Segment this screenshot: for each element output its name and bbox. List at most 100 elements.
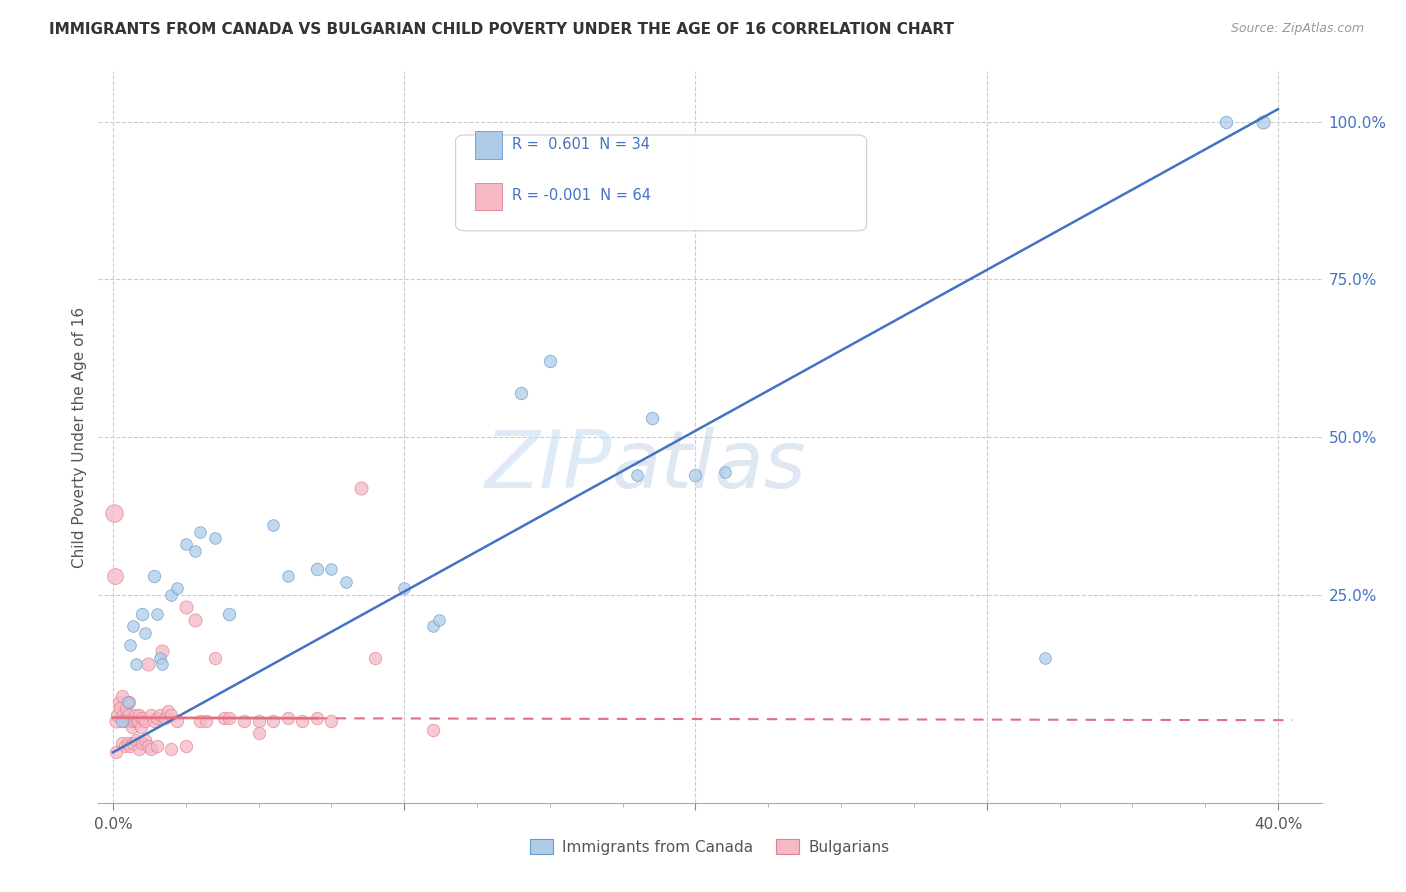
Point <box>149 650 172 665</box>
Point <box>188 714 212 728</box>
Point <box>104 745 127 759</box>
Point <box>142 714 165 728</box>
Point <box>183 613 205 627</box>
Point <box>305 562 328 576</box>
Point <box>321 562 343 576</box>
Point <box>134 625 156 640</box>
Point <box>247 726 270 740</box>
Text: IMMIGRANTS FROM CANADA VS BULGARIAN CHILD POVERTY UNDER THE AGE OF 16 CORRELATIO: IMMIGRANTS FROM CANADA VS BULGARIAN CHIL… <box>49 22 955 37</box>
Point <box>134 732 156 747</box>
Point <box>160 742 183 756</box>
Point <box>111 736 134 750</box>
Point <box>349 481 371 495</box>
Point <box>131 607 153 621</box>
Point <box>509 386 531 401</box>
Point <box>139 707 162 722</box>
Point <box>262 518 284 533</box>
Point <box>218 607 240 621</box>
Text: atlas: atlas <box>612 427 807 506</box>
Point <box>110 701 132 715</box>
Point <box>685 467 707 482</box>
Point <box>103 506 125 520</box>
Point <box>321 714 343 728</box>
Point <box>114 739 136 753</box>
Point <box>160 707 183 722</box>
Point <box>174 600 197 615</box>
Point <box>122 736 145 750</box>
Point <box>104 714 127 728</box>
Point <box>204 650 226 665</box>
Point <box>136 657 159 671</box>
Y-axis label: Child Poverty Under the Age of 16: Child Poverty Under the Age of 16 <box>72 307 87 567</box>
Point <box>641 411 664 425</box>
Point <box>120 714 142 728</box>
Point <box>124 707 146 722</box>
FancyBboxPatch shape <box>475 183 502 211</box>
Point <box>145 607 167 621</box>
Point <box>112 707 135 722</box>
Point <box>218 711 240 725</box>
Point <box>104 569 127 583</box>
Point <box>127 714 149 728</box>
Point <box>108 695 131 709</box>
Point <box>111 689 134 703</box>
Point <box>122 714 145 728</box>
Point <box>427 613 450 627</box>
FancyBboxPatch shape <box>475 131 502 159</box>
Point <box>152 644 174 658</box>
Text: Source: ZipAtlas.com: Source: ZipAtlas.com <box>1230 22 1364 36</box>
Point <box>188 524 212 539</box>
Point <box>713 465 735 479</box>
Text: R = -0.001  N = 64: R = -0.001 N = 64 <box>512 188 651 203</box>
Point <box>233 714 256 728</box>
Point <box>120 739 142 753</box>
Point <box>1033 650 1056 665</box>
Point <box>128 707 150 722</box>
Point <box>195 714 218 728</box>
Point <box>538 354 561 368</box>
Point <box>626 467 648 482</box>
Point <box>117 707 139 722</box>
Point <box>166 582 188 596</box>
Point <box>125 657 148 671</box>
Point <box>174 537 197 551</box>
Text: ZIP: ZIP <box>485 427 612 506</box>
Point <box>277 711 299 725</box>
Point <box>122 619 145 633</box>
Point <box>305 711 328 725</box>
Point <box>125 732 148 747</box>
Point <box>291 714 314 728</box>
Point <box>277 569 299 583</box>
Point <box>125 714 148 728</box>
Point <box>183 543 205 558</box>
Point <box>335 575 357 590</box>
Point <box>115 701 138 715</box>
Point <box>422 619 444 633</box>
Point <box>1253 115 1275 129</box>
Point <box>392 582 416 596</box>
Point <box>152 657 174 671</box>
Point <box>111 714 134 728</box>
Point <box>142 569 165 583</box>
Point <box>364 650 387 665</box>
Text: R =  0.601  N = 34: R = 0.601 N = 34 <box>512 137 650 152</box>
Point <box>422 723 444 738</box>
Point <box>1215 115 1237 129</box>
Point <box>212 711 235 725</box>
Point <box>118 695 141 709</box>
Point <box>247 714 270 728</box>
Point <box>157 705 180 719</box>
FancyBboxPatch shape <box>456 135 866 231</box>
Point <box>117 695 139 709</box>
Point <box>145 711 167 725</box>
Point <box>120 638 142 652</box>
Point <box>204 531 226 545</box>
Point <box>121 720 143 734</box>
Point <box>262 714 284 728</box>
Point <box>105 707 128 722</box>
Point <box>166 714 188 728</box>
Point <box>117 736 139 750</box>
Point <box>174 739 197 753</box>
Point <box>145 739 167 753</box>
Point <box>131 736 153 750</box>
